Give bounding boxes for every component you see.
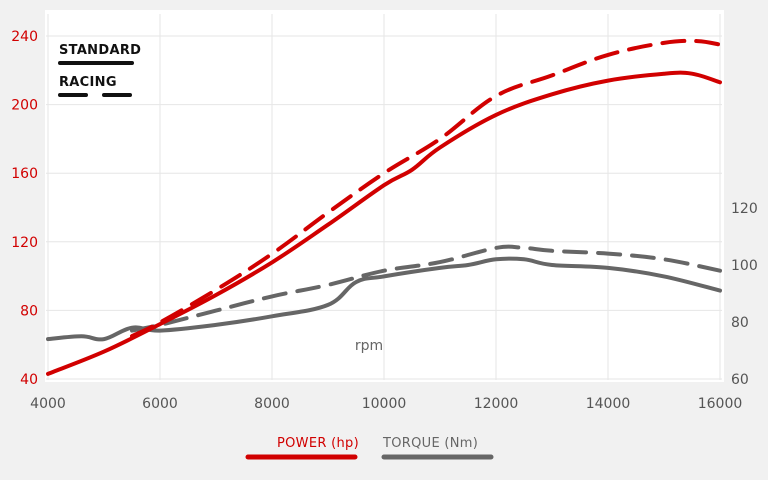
x-tick-label: 12000 — [474, 396, 519, 412]
x-tick-label: 6000 — [142, 396, 178, 412]
style-legend-standard-label: STANDARD — [59, 43, 141, 58]
style-legend-racing-label: RACING — [59, 75, 117, 90]
y-axis-left: 40 80 120 160 200 240 — [11, 29, 38, 388]
y-left-tick-label: 80 — [20, 303, 38, 319]
metric-legend: POWER (hp) TORQUE (Nm) — [248, 436, 491, 457]
x-axis-label: rpm — [355, 338, 383, 354]
y-right-tick-label: 80 — [731, 315, 749, 331]
y-left-tick-label: 160 — [11, 166, 38, 182]
y-right-tick-label: 120 — [731, 201, 758, 217]
x-tick-label: 8000 — [254, 396, 290, 412]
y-left-tick-label: 40 — [20, 372, 38, 388]
x-tick-label: 16000 — [698, 396, 743, 412]
y-left-tick-label: 200 — [11, 98, 38, 114]
y-left-tick-label: 120 — [11, 235, 38, 251]
x-tick-label: 10000 — [362, 396, 407, 412]
y-right-tick-label: 60 — [731, 372, 749, 388]
legend-power-label: POWER (hp) — [277, 436, 359, 451]
y-axis-right: 60 80 100 120 — [731, 201, 758, 388]
legend-torque-label: TORQUE (Nm) — [382, 436, 478, 451]
x-axis: 4000 6000 8000 10000 12000 14000 16000 — [30, 396, 742, 412]
x-tick-label: 4000 — [30, 396, 66, 412]
y-left-tick-label: 240 — [11, 29, 38, 45]
x-tick-label: 14000 — [586, 396, 631, 412]
y-right-tick-label: 100 — [731, 258, 758, 274]
